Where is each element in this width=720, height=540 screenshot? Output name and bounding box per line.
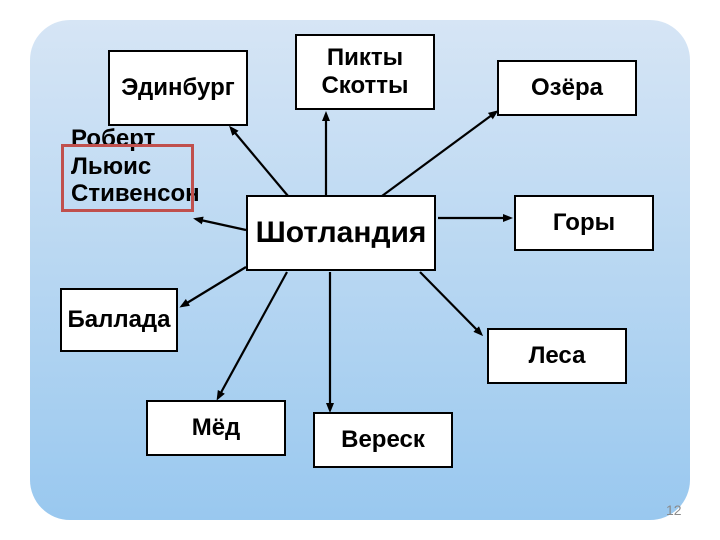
node-forests: Леса xyxy=(487,328,627,384)
node-picts: ПиктыСкотты xyxy=(295,34,435,110)
node-text: Мёд xyxy=(192,414,241,442)
node-lakes: Озёра xyxy=(497,60,637,116)
node-heather: Вереск xyxy=(313,412,453,468)
node-text: Пикты xyxy=(327,44,403,72)
highlight-box xyxy=(61,144,194,212)
node-text: Скотты xyxy=(321,72,408,100)
node-text: Эдинбург xyxy=(121,74,234,102)
node-text: Леса xyxy=(529,342,586,370)
page-number: 12 xyxy=(666,502,682,518)
node-ballad: Баллада xyxy=(60,288,178,352)
node-text: Шотландия xyxy=(256,216,427,251)
node-text: Озёра xyxy=(531,74,603,102)
node-text: Баллада xyxy=(67,306,170,334)
node-mountains: Горы xyxy=(514,195,654,251)
node-text: Горы xyxy=(553,209,615,237)
node-honey: Мёд xyxy=(146,400,286,456)
node-text: Вереск xyxy=(341,426,425,454)
node-edinburg: Эдинбург xyxy=(108,50,248,126)
node-center: Шотландия xyxy=(246,195,436,271)
